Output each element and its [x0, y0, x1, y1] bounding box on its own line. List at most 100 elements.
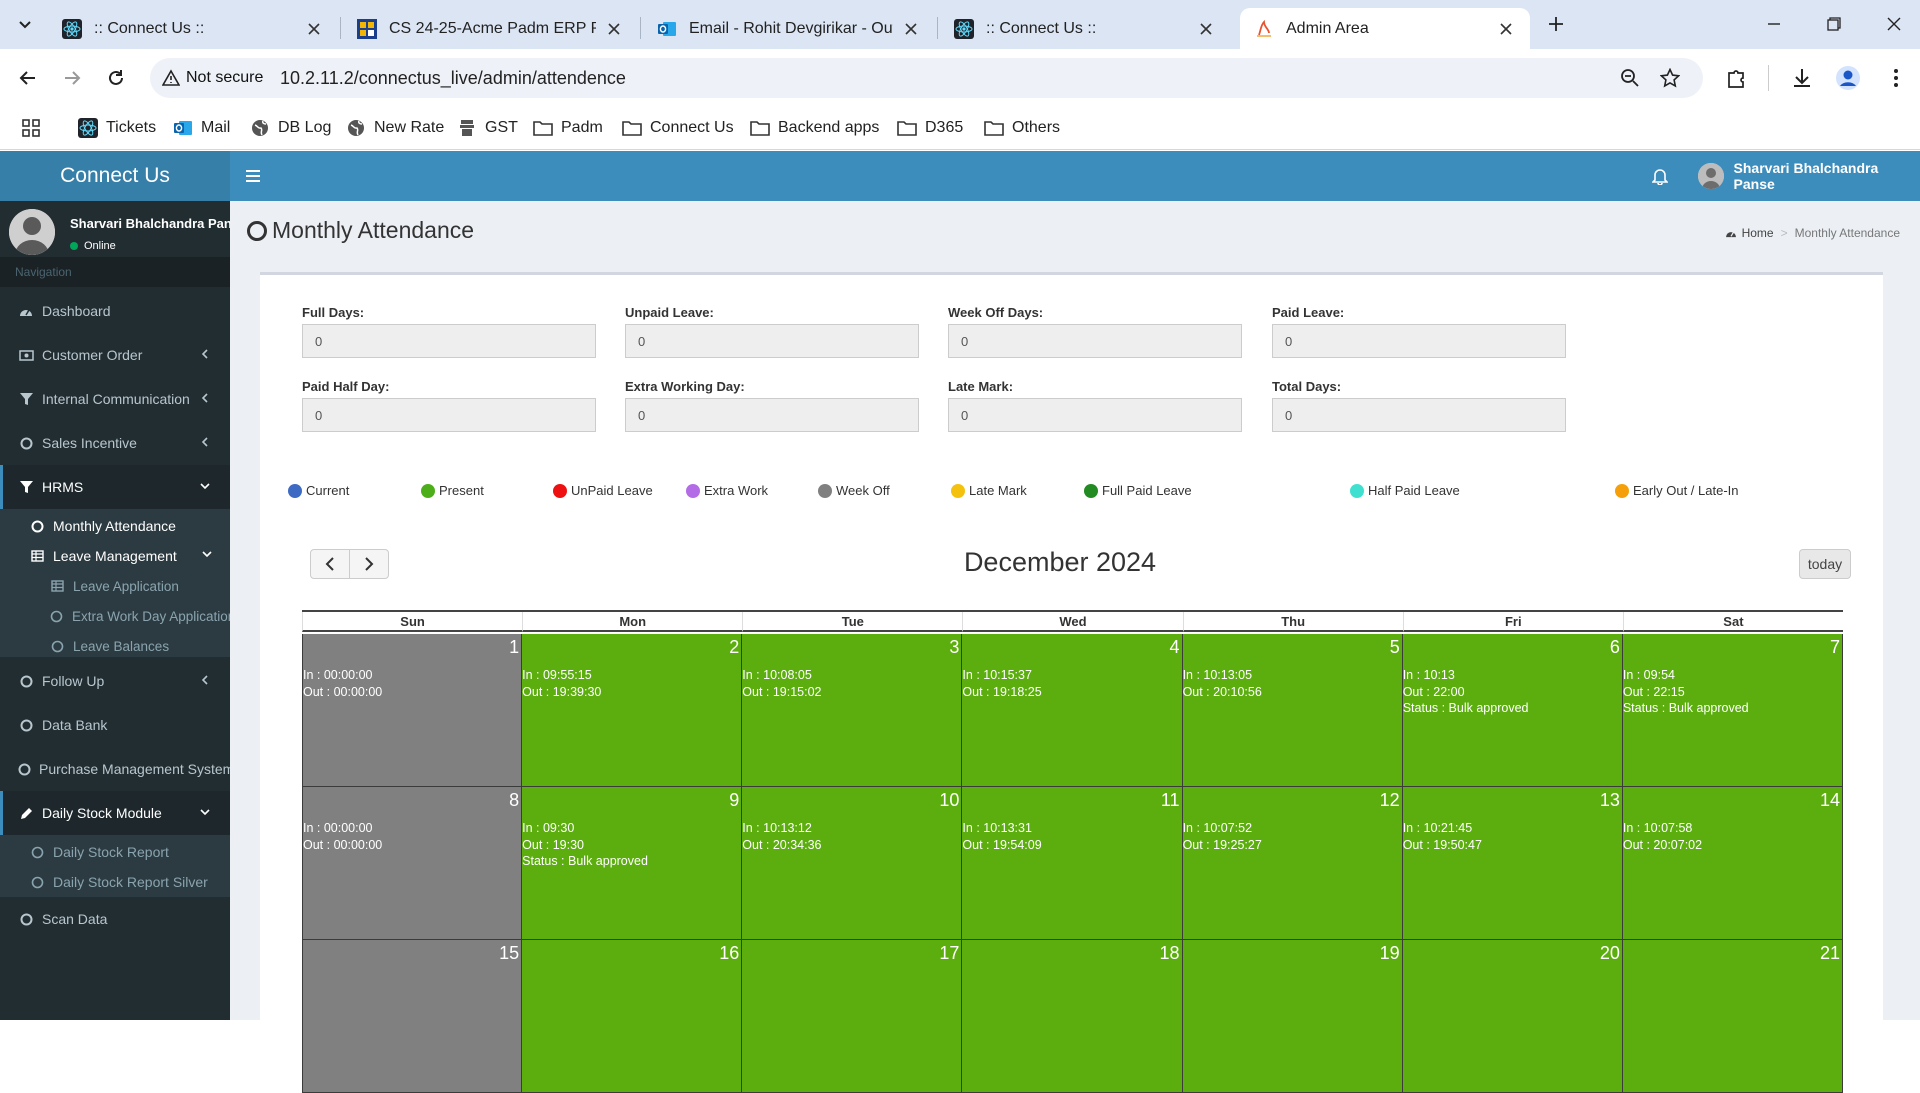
sidebar-item-daily-stock-module[interactable]: Daily Stock Module [0, 791, 230, 835]
paid-leave-input[interactable]: 0 [1272, 324, 1566, 358]
sidebar-item-internal-communication[interactable]: Internal Communication [0, 377, 230, 421]
downloads-button[interactable] [1786, 62, 1818, 94]
calendar-day-cell[interactable]: 11 In : 10:13:31 Out : 19:54:09 [962, 787, 1183, 940]
avatar [1698, 163, 1724, 189]
restore-button[interactable] [1822, 12, 1846, 36]
user-status: Online [70, 240, 116, 252]
bookmark-mail[interactable]: Mail [173, 116, 230, 140]
reload-button[interactable] [100, 62, 132, 94]
bookmark-backend-apps[interactable]: Backend apps [750, 116, 879, 140]
calendar-day-cell[interactable]: 19 [1182, 940, 1403, 1093]
bookmark-tickets[interactable]: Tickets [78, 116, 156, 140]
star-icon[interactable] [1660, 68, 1680, 88]
grid-icon [22, 119, 40, 137]
calendar-day-cell[interactable]: 7 In : 09:54 Out : 22:15 Status : Bulk appr… [1622, 634, 1843, 787]
bookmark-padm[interactable]: Padm [533, 116, 603, 140]
calendar-day-cell[interactable]: 4 In : 10:15:37 Out : 19:18:25 [962, 634, 1183, 787]
bookmark-new-rate[interactable]: New Rate [346, 116, 444, 140]
arrow-left-icon [19, 71, 35, 85]
calendar-day-cell[interactable]: 17 [742, 940, 963, 1093]
bookmark-d365[interactable]: D365 [897, 116, 963, 140]
extensions-button[interactable] [1720, 62, 1752, 94]
minimize-button[interactable] [1762, 12, 1786, 36]
tab-search-button[interactable] [10, 8, 40, 40]
sidebar-toggle[interactable] [243, 166, 263, 186]
week-off-days-input[interactable]: 0 [948, 324, 1242, 358]
close-icon[interactable] [304, 19, 324, 39]
sidebar-item-hrms[interactable]: HRMS [0, 465, 230, 509]
calendar-day-cell[interactable]: 6 In : 10:13 Out : 22:00 Status : Bulk appr… [1402, 634, 1623, 787]
calendar-prev-button[interactable] [310, 549, 350, 579]
calendar-day-cell[interactable]: 14 In : 10:07:58 Out : 20:07:02 [1622, 787, 1843, 940]
tab-separator [937, 17, 938, 39]
calendar-day-cell[interactable]: 1 In : 00:00:00 Out : 00:00:00 [302, 634, 523, 787]
security-chip[interactable]: Not secure [162, 66, 263, 90]
bookmark-db-log[interactable]: DB Log [250, 116, 331, 140]
close-icon[interactable] [1496, 19, 1516, 39]
sidebar-item-follow-up[interactable]: Follow Up [0, 659, 230, 703]
field-label: Paid Leave: [1272, 305, 1345, 320]
sidebar-item-daily-stock-report-silver[interactable]: Daily Stock Report Silver [0, 867, 230, 897]
total-days-input[interactable]: 0 [1272, 398, 1566, 432]
sidebar-item-purchase-management[interactable]: Purchase Management System [0, 747, 230, 791]
sidebar-item-leave-balances[interactable]: Leave Balances [0, 631, 230, 661]
user-menu[interactable]: Sharvari Bhalchandra Panse [1698, 160, 1920, 192]
sidebar-item-data-bank[interactable]: Data Bank [0, 703, 230, 747]
close-icon[interactable] [901, 19, 921, 39]
calendar-day-cell[interactable]: 18 [962, 940, 1183, 1093]
calendar-day-cell[interactable]: 20 [1402, 940, 1623, 1093]
breadcrumb-home[interactable]: Home [1741, 226, 1774, 240]
bookmark-gst[interactable]: GST [457, 116, 518, 140]
sidebar-item-customer-order[interactable]: Customer Order [0, 333, 230, 377]
calendar-day-cell[interactable]: 10 In : 10:13:12 Out : 20:34:36 [742, 787, 963, 940]
close-window-button[interactable] [1882, 12, 1906, 36]
close-icon[interactable] [1196, 19, 1216, 39]
calendar-day-cell[interactable]: 5 In : 10:13:05 Out : 20:10:56 [1182, 634, 1403, 787]
calendar-day-cell[interactable]: 2 In : 09:55:15 Out : 19:39:30 [522, 634, 743, 787]
paid-half-day-input[interactable]: 0 [302, 398, 596, 432]
sidebar-item-monthly-attendance[interactable]: Monthly Attendance [0, 511, 230, 541]
notifications-button[interactable] [1652, 167, 1670, 185]
calendar-today-button[interactable]: today [1799, 549, 1851, 579]
bookmark-others[interactable]: Others [984, 116, 1060, 140]
calendar-day-cell[interactable]: 12 In : 10:07:52 Out : 19:25:27 [1182, 787, 1403, 940]
browser-tab-1[interactable]: :: Connect Us :: [48, 8, 338, 49]
calendar-day-cell[interactable]: 8 In : 00:00:00 Out : 00:00:00 [302, 787, 523, 940]
forward-button[interactable] [56, 62, 88, 94]
folder-icon [533, 118, 553, 138]
browser-tab-2[interactable]: CS 24-25-Acme Padm ERP Platf [343, 8, 638, 49]
apps-button[interactable] [22, 116, 40, 140]
browser-menu-button[interactable] [1880, 62, 1912, 94]
calendar-day-cell[interactable]: 9 In : 09:30 Out : 19:30 Status : Bulk appr… [522, 787, 743, 940]
calendar-day-cell[interactable]: 21 [1622, 940, 1843, 1093]
sidebar-item-dashboard[interactable]: Dashboard [0, 289, 230, 333]
sidebar-item-leave-application[interactable]: Leave Application [0, 571, 230, 601]
sidebar-item-sales-incentive[interactable]: Sales Incentive [0, 421, 230, 465]
calendar-next-button[interactable] [349, 549, 389, 579]
calendar-day-cell[interactable]: 13 In : 10:21:45 Out : 19:50:47 [1402, 787, 1623, 940]
calendar-day-cell[interactable]: 3 In : 10:08:05 Out : 19:15:02 [742, 634, 963, 787]
full-days-input[interactable]: 0 [302, 324, 596, 358]
close-icon[interactable] [604, 19, 624, 39]
late-mark-input[interactable]: 0 [948, 398, 1242, 432]
folder-icon [750, 118, 770, 138]
address-bar[interactable]: Not secure 10.2.11.2/connectus_live/admi… [150, 58, 1703, 98]
unpaid-leave-input[interactable]: 0 [625, 324, 919, 358]
browser-tab-active[interactable]: Admin Area [1240, 8, 1530, 49]
profile-button[interactable] [1832, 62, 1864, 94]
zoom-icon[interactable] [1620, 68, 1640, 88]
browser-tab-4[interactable]: :: Connect Us :: [940, 8, 1230, 49]
bookmark-connect-us[interactable]: Connect Us [622, 116, 734, 140]
sidebar-item-daily-stock-report[interactable]: Daily Stock Report [0, 837, 230, 867]
calendar-day-cell[interactable]: 15 [302, 940, 523, 1093]
app-logo[interactable]: Connect Us [0, 151, 230, 201]
new-tab-button[interactable] [1544, 12, 1568, 36]
sidebar-item-scan-data[interactable]: Scan Data [0, 897, 230, 941]
sidebar-item-leave-management[interactable]: Leave Management [0, 541, 230, 571]
sidebar-item-extra-work-day-application[interactable]: Extra Work Day Application [0, 601, 230, 631]
extra-working-day-input[interactable]: 0 [625, 398, 919, 432]
back-button[interactable] [12, 62, 44, 94]
browser-tab-3[interactable]: Email - Rohit Devgirikar - Outlo [643, 8, 935, 49]
circle-icon [50, 609, 63, 623]
calendar-day-cell[interactable]: 16 [522, 940, 743, 1093]
